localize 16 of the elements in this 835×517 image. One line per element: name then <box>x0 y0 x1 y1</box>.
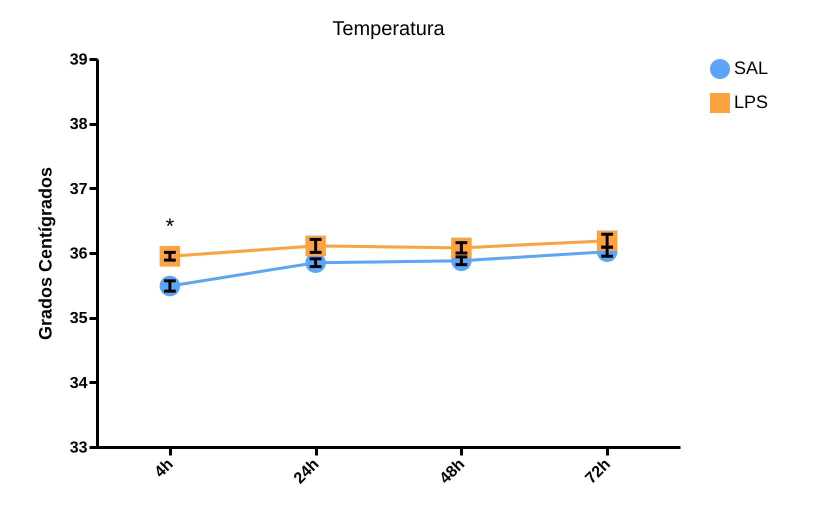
legend-label: LPS <box>734 92 768 112</box>
legend-label: SAL <box>734 58 768 78</box>
annotation: * <box>166 213 175 238</box>
x-tick-label: 24h <box>290 456 322 488</box>
x-tick-label: 72h <box>582 456 614 488</box>
x-tick-label: 48h <box>436 456 468 488</box>
chart-title: Temperatura <box>332 18 446 40</box>
y-tick-label: 39 <box>70 52 88 68</box>
y-tick-label: 38 <box>70 116 88 134</box>
y-tick-label: 37 <box>70 180 88 198</box>
y-tick-label: 33 <box>70 440 88 456</box>
y-axis-title: Grados Centígrados <box>36 166 56 340</box>
x-tick-label: 4h <box>152 456 177 482</box>
y-tick-label: 36 <box>70 246 88 262</box>
y-tick-label: 34 <box>70 374 88 392</box>
y-tick-label: 35 <box>70 310 88 328</box>
